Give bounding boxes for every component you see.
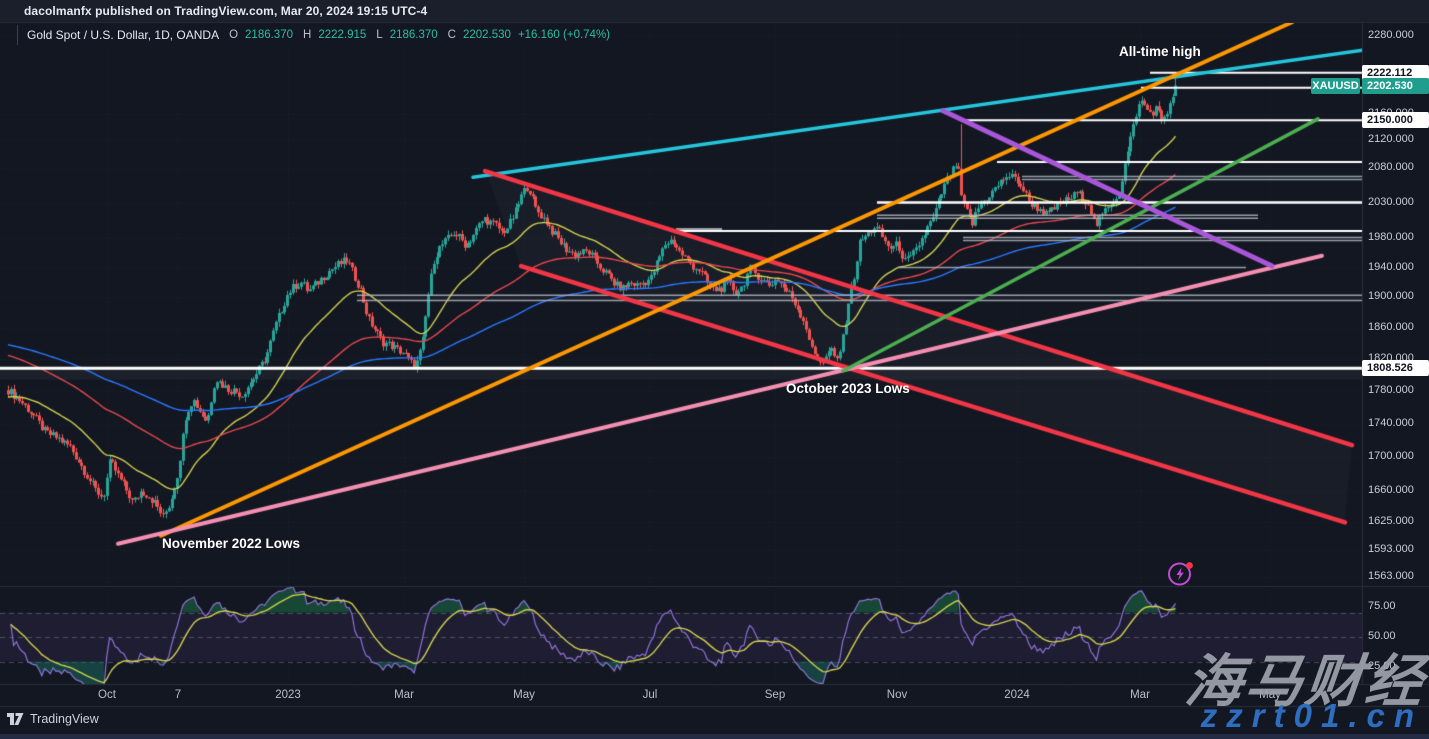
price-axis-label: 1700.000 [1368, 449, 1414, 462]
price-axis-label: 1780.000 [1368, 383, 1414, 396]
price-axis-label: 1660.000 [1368, 483, 1414, 496]
rsi-axis-label: 25.00 [1368, 660, 1396, 672]
time-axis-label: Nov [886, 689, 908, 701]
tradingview-logo-icon [7, 713, 24, 725]
time-axis-label: Oct [98, 689, 116, 701]
time-axis-label: 7 [174, 689, 182, 701]
time-axis-label: Mar [394, 689, 414, 701]
symbol-title: Gold Spot / U.S. Dollar, 1D, OANDA [27, 28, 220, 42]
annotation-november-2022-lows: November 2022 Lows [162, 536, 301, 551]
time-axis-label: 2024 [1004, 689, 1030, 701]
time-axis-label: Jul [642, 689, 658, 701]
watermark-url: zzrt01.cn [1200, 697, 1423, 734]
price-axis-label: 2120.000 [1368, 133, 1414, 146]
bottom-strip [0, 734, 1429, 739]
price-axis-label: 1740.000 [1368, 416, 1414, 429]
close-value: 2202.530 [462, 29, 511, 41]
time-axis-label: Mar [1130, 689, 1150, 701]
price-badge: 2222.112 [1362, 64, 1429, 81]
price-badge: 1808.526 [1362, 360, 1429, 377]
symbol-price-badge: XAUUSD [1311, 77, 1360, 94]
time-axis-label: 2023 [275, 689, 301, 701]
rsi-axis-label: 75.00 [1368, 600, 1396, 612]
price-axis-label: 1860.000 [1368, 320, 1414, 333]
annotation-all-time-high: All-time high [1119, 44, 1201, 59]
price-axis-label: 2030.000 [1368, 195, 1414, 208]
rsi-axis-label: 50.00 [1368, 630, 1396, 642]
tradingview-attribution[interactable]: TradingView [7, 712, 99, 726]
annotation-october-2023-lows: October 2023 Lows [786, 381, 910, 396]
high-value: 2222.915 [318, 29, 367, 41]
high-label: H [303, 29, 312, 41]
publish-info-bar: dacolmanfx published on TradingView.com,… [0, 0, 1429, 23]
price-axis-label: 2080.000 [1368, 160, 1414, 173]
price-badge: 2202.530 [1362, 77, 1429, 94]
low-label: L [376, 29, 383, 41]
open-label: O [229, 29, 239, 41]
open-value: 2186.370 [245, 29, 293, 41]
tradingview-brand-text: TradingView [30, 712, 99, 726]
price-axis-label: 1900.000 [1368, 290, 1414, 303]
price-axis-label: 1625.000 [1368, 514, 1414, 527]
price-axis-label: 1593.000 [1368, 543, 1414, 556]
price-badge: 2150.000 [1362, 112, 1429, 129]
time-axis-label: May [1259, 689, 1281, 701]
price-axis-label: 2280.000 [1368, 29, 1414, 41]
publish-info-text: dacolmanfx published on TradingView.com,… [24, 4, 428, 18]
flash-ideas-icon[interactable] [1166, 558, 1196, 593]
symbol-legend[interactable]: Gold Spot / U.S. Dollar, 1D, OANDA O 218… [17, 25, 620, 45]
price-axis-label: 1563.000 [1368, 570, 1414, 583]
price-axis-label: 1980.000 [1368, 231, 1414, 244]
time-axis-label: May [513, 689, 535, 701]
price-axis-label: 1940.000 [1368, 260, 1414, 273]
low-value: 2186.370 [389, 29, 438, 41]
close-label: C [447, 29, 456, 41]
time-axis-label: Sep [764, 689, 786, 701]
change-value: +16.160 (+0.74%) [517, 29, 611, 41]
